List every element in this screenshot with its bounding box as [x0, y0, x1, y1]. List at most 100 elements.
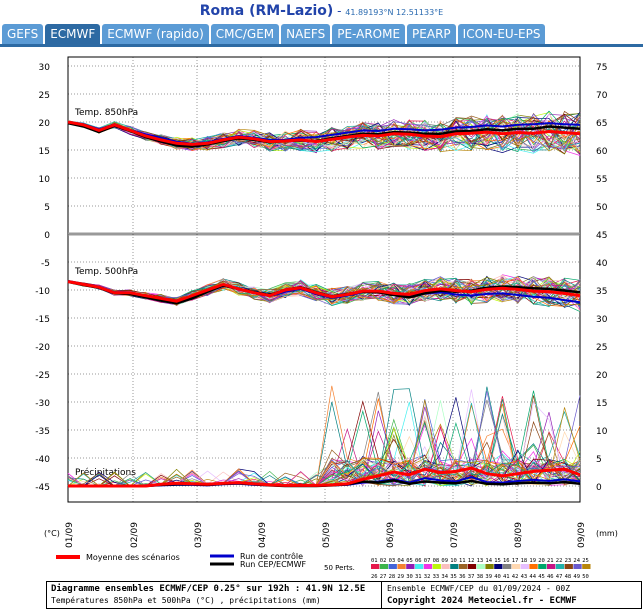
- legend-label-oper: Run CEP/ECMWF: [240, 560, 306, 569]
- legend-label-mean: Moyenne des scénarios: [86, 552, 180, 562]
- y-right-tick-label: 10: [596, 427, 608, 437]
- pert-number: 27: [380, 574, 387, 580]
- y-left-tick-label: 0: [44, 231, 50, 241]
- pert-swatch: [573, 564, 582, 569]
- y-left-tick-label: 15: [39, 147, 50, 157]
- location-name: Roma (RM-Lazio): [199, 3, 334, 19]
- pert-swatch: [582, 564, 591, 569]
- tab-pe-arome[interactable]: PE-AROME: [332, 24, 406, 44]
- x-tick-label: 09/09: [577, 522, 587, 548]
- x-tick-label: 02/09: [130, 522, 140, 548]
- y-left-tick-label: -15: [35, 315, 50, 325]
- pert-number: 23: [565, 558, 572, 564]
- pert-number: 03: [389, 558, 396, 564]
- pert-number: 41: [503, 574, 510, 580]
- y-right-tick-label: 20: [596, 371, 608, 381]
- y-left-tick-label: -40: [35, 455, 50, 465]
- pert-number: 13: [477, 558, 484, 564]
- y-right-tick-label: 5: [596, 455, 602, 465]
- y-left-tick-label: -45: [35, 483, 50, 493]
- pert-swatch: [547, 564, 556, 569]
- pert-swatch: [564, 564, 573, 569]
- pert-number: 45: [538, 574, 545, 580]
- y-right-tick-label: 15: [596, 399, 607, 409]
- pert-swatch: [406, 564, 415, 569]
- pert-number: 18: [521, 558, 528, 564]
- pert-swatch: [397, 564, 406, 569]
- pert-number: 22: [556, 558, 563, 564]
- section-label-precip: Précipitations: [75, 467, 136, 478]
- footer-run-info: Ensemble ECMWF/CEP du 01/09/2024 - 00Z: [387, 584, 571, 593]
- pert-number: 05: [406, 558, 413, 564]
- y-left-tick-label: -25: [35, 371, 50, 381]
- pert-number: 17: [512, 558, 519, 564]
- tab-ecmwf-rapido[interactable]: ECMWF (rapido): [102, 24, 209, 44]
- y-left-tick-label: 25: [39, 91, 50, 101]
- pert-number: 02: [380, 558, 387, 564]
- y-left-tick-label: -35: [35, 427, 50, 437]
- y-left-tick-label: -20: [35, 343, 50, 353]
- pert-number: 36: [459, 574, 466, 580]
- pert-number: 04: [397, 558, 404, 564]
- y-left-tick-label: -5: [41, 259, 50, 269]
- pert-swatch: [494, 564, 503, 569]
- pert-swatch: [538, 564, 547, 569]
- pert-swatch: [423, 564, 433, 569]
- x-tick-label: 08/09: [514, 522, 524, 548]
- pert-number: 43: [521, 574, 528, 580]
- y-right-tick-label: 55: [596, 175, 607, 185]
- pert-number: 30: [406, 574, 413, 580]
- pert-swatch: [467, 564, 477, 569]
- pert-number: 49: [573, 574, 580, 580]
- pert-swatch: [388, 564, 397, 569]
- y-left-tick-label: 20: [39, 119, 51, 129]
- tab-cmc-gem[interactable]: CMC/GEM: [210, 24, 280, 44]
- pert-number: 28: [389, 574, 396, 580]
- title-separator: -: [333, 4, 346, 18]
- location-coords: 41.89193°N 12.51133°E: [345, 8, 444, 17]
- footer-copyright: Copyright 2024 Meteociel.fr - ECMWF: [387, 596, 577, 606]
- footer-divider: [381, 582, 382, 608]
- pert-number: 48: [565, 574, 572, 580]
- tab-gefs[interactable]: GEFS: [2, 24, 44, 44]
- pert-number: 44: [529, 574, 536, 580]
- y-right-tick-label: 65: [596, 119, 607, 129]
- tab-ecmwf[interactable]: ECMWF: [45, 24, 101, 44]
- tab-icon-eu-eps[interactable]: ICON-EU-EPS: [457, 24, 546, 44]
- pert-number: 26: [371, 574, 378, 580]
- pert-number: 08: [433, 558, 440, 564]
- y-right-tick-label: 70: [596, 91, 608, 101]
- pert-number: 11: [459, 558, 466, 564]
- pert-number: 14: [485, 558, 492, 564]
- y-left-tick-label: -30: [35, 399, 50, 409]
- x-tick-label: 01/09: [65, 522, 75, 548]
- mean-line-precip: [68, 466, 581, 488]
- pert-swatch: [450, 564, 459, 569]
- pert-swatch: [371, 564, 380, 569]
- tab-pearp[interactable]: PEARP: [407, 24, 456, 44]
- control-line-t850: [67, 121, 581, 145]
- pert-number: 47: [556, 574, 563, 580]
- x-tick-label: 05/09: [322, 522, 332, 548]
- pert-number: 46: [547, 574, 554, 580]
- y-right-tick-label: 60: [596, 147, 608, 157]
- chart-footer: Diagramme ensembles ECMWF/CEP 0.25° sur …: [46, 581, 642, 609]
- pert-number: 34: [441, 574, 448, 580]
- pert-number: 15: [494, 558, 501, 564]
- y-right-tick-label: 0: [596, 483, 602, 493]
- y-right-tick-label: 35: [596, 287, 607, 297]
- section-label-t850: Temp. 850hPa: [74, 108, 138, 118]
- pert-swatch: [415, 564, 424, 569]
- y-left-tick-label: 5: [44, 203, 50, 213]
- pert-swatch: [529, 564, 538, 569]
- tab-naefs[interactable]: NAEFS: [281, 24, 331, 44]
- y-left-tick-label: 30: [39, 63, 51, 73]
- y-right-tick-label: 45: [596, 231, 607, 241]
- pert-number: 21: [547, 558, 554, 564]
- ensemble-chart: 302520151050-5-10-15-20-25-30-35-40-4575…: [35, 56, 618, 580]
- pert-number: 39: [485, 574, 492, 580]
- pert-number: 12: [468, 558, 475, 564]
- pert-number: 10: [450, 558, 457, 564]
- section-label-t500: Temp. 500hPa: [74, 267, 138, 277]
- pert-number: 25: [582, 558, 589, 564]
